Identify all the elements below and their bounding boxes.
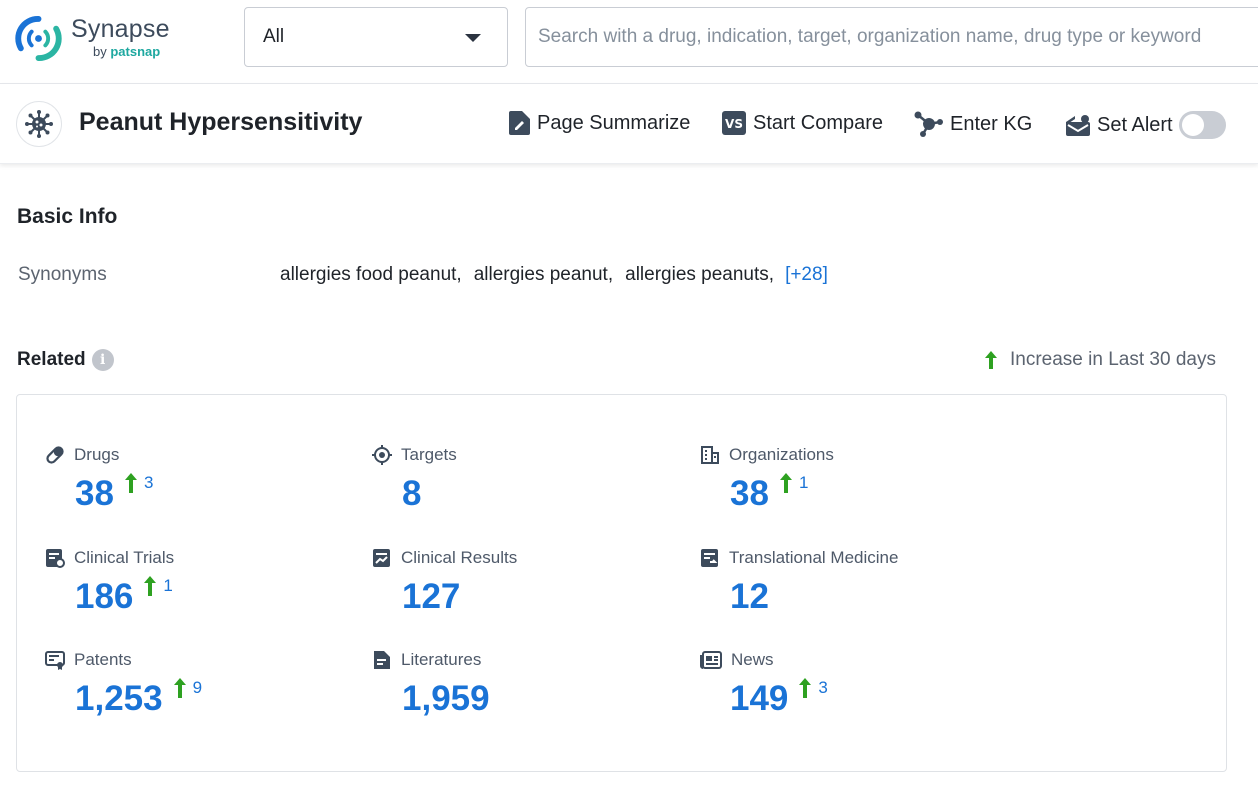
stat-value: 149 [730,679,788,719]
arrow-up-icon [984,350,998,370]
synonym-item: allergies peanuts, [625,264,774,286]
stat-increase-value: 9 [193,678,202,698]
related-title: Related [17,349,86,371]
stat-label: Drugs [74,445,119,465]
patent-icon [45,650,65,670]
category-select[interactable]: All [244,7,508,67]
stat-increase: 9 [173,677,202,699]
related-stats-panel: Drugs 38 3 Targets 8 Organizations 38 [16,394,1227,772]
stat-label: Clinical Results [401,548,517,568]
increase-legend: Increase in Last 30 days [984,349,1216,371]
synapse-logo-icon [15,15,62,62]
stat-increase-value: 3 [144,473,153,493]
set-alert-label: Set Alert [1097,114,1173,137]
synapse-logo[interactable]: Synapse by patsnap [15,15,170,62]
page-header: Peanut Hypersensitivity Page Summarize V… [0,84,1258,164]
stat-increase-value: 1 [163,576,172,596]
synonyms-list: allergies food peanut, allergies peanut,… [280,264,840,286]
arrow-up-icon [798,677,812,699]
translational-icon [700,548,720,568]
stat-clinical-trials[interactable]: Clinical Trials 186 1 [45,548,174,617]
alert-mail-icon [1066,114,1090,136]
clinical-results-icon [372,548,392,568]
pill-icon [45,445,65,465]
stat-value: 38 [730,474,769,514]
stat-news[interactable]: News 149 3 [700,650,828,719]
virus-icon [25,110,53,138]
stat-label: Targets [401,445,457,465]
building-icon [700,445,720,465]
increase-legend-label: Increase in Last 30 days [1010,349,1216,371]
search-input[interactable] [525,7,1258,67]
stat-increase: 3 [124,472,153,494]
synonyms-more-link[interactable]: [+28] [785,264,828,286]
stat-increase: 1 [143,575,172,597]
svg-text:VS: VS [725,117,743,131]
stat-value: 186 [75,577,133,617]
toggle-knob [1182,114,1204,136]
document-icon [372,650,392,670]
enter-kg-label: Enter KG [950,113,1032,136]
stat-targets[interactable]: Targets 8 [372,445,457,514]
stat-drugs[interactable]: Drugs 38 3 [45,445,153,514]
news-icon [700,650,722,670]
chevron-down-icon [465,34,481,42]
page-summarize-button[interactable]: Page Summarize [509,111,690,135]
stat-value: 12 [730,577,769,617]
start-compare-button[interactable]: VS Start Compare [722,111,883,135]
target-icon [372,445,392,465]
knowledge-graph-icon [913,111,943,137]
disease-avatar [16,101,62,147]
top-bar: Synapse by patsnap All [0,0,1258,84]
arrow-up-icon [124,472,138,494]
stat-increase-value: 3 [818,678,827,698]
page-title: Peanut Hypersensitivity [79,108,362,137]
stat-label: Literatures [401,650,481,670]
related-header: Related i [17,349,114,371]
stat-value: 8 [402,474,421,514]
clinical-trial-icon [45,548,65,568]
arrow-up-icon [779,472,793,494]
summarize-icon [509,111,530,135]
stat-literatures[interactable]: Literatures 1,959 [372,650,490,719]
set-alert-toggle[interactable] [1179,111,1226,139]
stat-label: Clinical Trials [74,548,174,568]
start-compare-label: Start Compare [753,112,883,135]
set-alert-control[interactable]: Set Alert [1066,111,1226,139]
stat-translational-medicine[interactable]: Translational Medicine 12 [700,548,898,617]
stat-value: 38 [75,474,114,514]
brand-patsnap: patsnap [110,44,160,59]
synonym-item: allergies peanut, [474,264,613,286]
synonyms-label: Synonyms [18,264,107,286]
stat-label: Patents [74,650,132,670]
stat-patents[interactable]: Patents 1,253 9 [45,650,202,719]
brand-by: by [93,44,107,59]
stat-value: 127 [402,577,460,617]
page-summarize-label: Page Summarize [537,112,690,135]
stat-organizations[interactable]: Organizations 38 1 [700,445,834,514]
stat-increase: 3 [798,677,827,699]
stat-clinical-results[interactable]: Clinical Results 127 [372,548,517,617]
stat-label: Organizations [729,445,834,465]
stat-value: 1,959 [402,679,490,719]
arrow-up-icon [173,677,187,699]
stat-label: Translational Medicine [729,548,898,568]
basic-info-title: Basic Info [17,205,117,229]
compare-icon: VS [722,111,746,135]
stat-increase-value: 1 [799,473,808,493]
stat-value: 1,253 [75,679,163,719]
arrow-up-icon [143,575,157,597]
info-icon[interactable]: i [92,349,114,371]
stat-label: News [731,650,774,670]
stat-increase: 1 [779,472,808,494]
brand-name: Synapse [71,15,170,43]
category-select-value: All [263,26,284,48]
synonym-item: allergies food peanut, [280,264,462,286]
enter-kg-button[interactable]: Enter KG [913,111,1032,137]
